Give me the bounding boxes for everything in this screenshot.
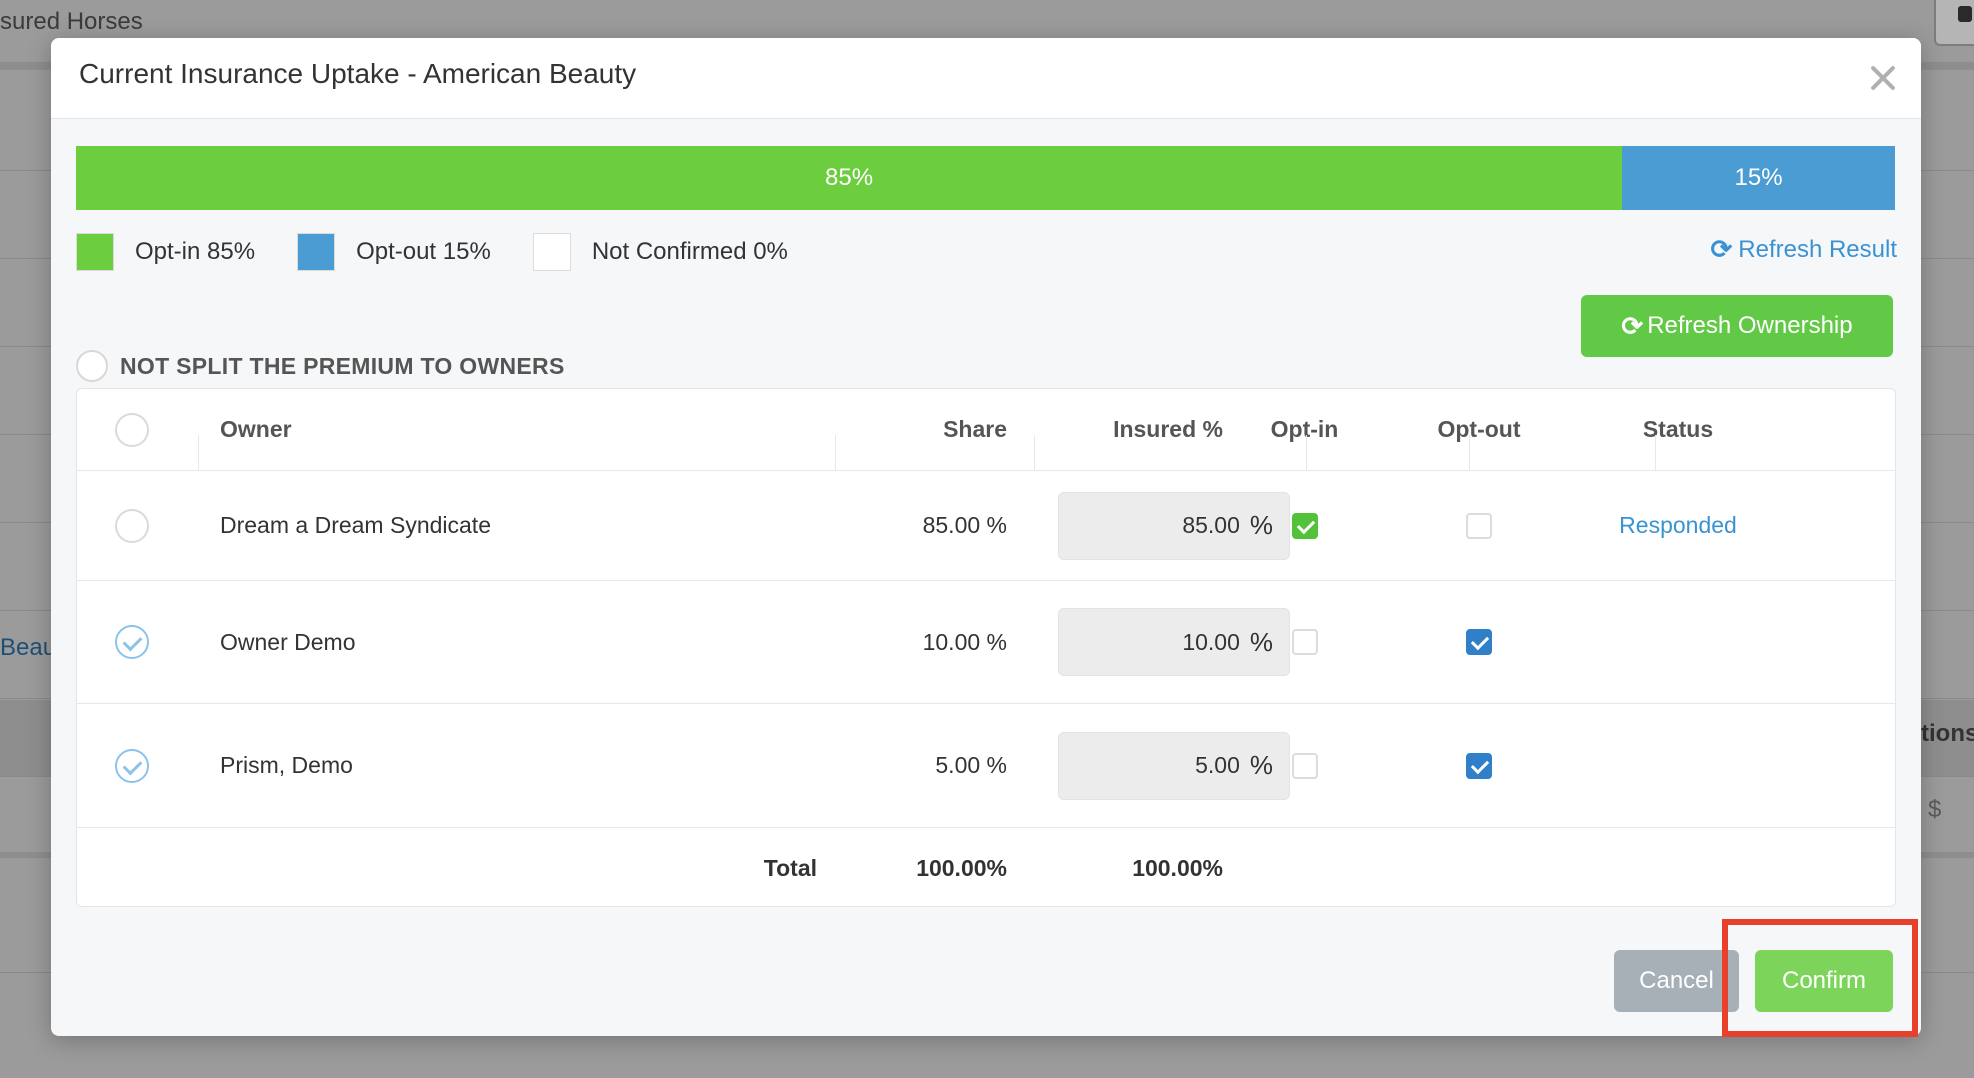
owner-share: 85.00 % — [922, 512, 1007, 538]
insured-cell: 10.00 % — [1058, 581, 1290, 703]
legend-optout-swatch — [297, 233, 336, 271]
legend-not-confirmed-swatch — [532, 233, 571, 271]
uptake-progress-bar: 85% 15% — [76, 146, 1895, 210]
close-icon[interactable] — [1865, 60, 1901, 96]
owner-name: Dream a Dream Syndicate — [220, 512, 491, 538]
row-select-checkbox[interactable] — [115, 625, 149, 659]
optin-cell — [1223, 581, 1386, 703]
status-cell — [1572, 581, 1784, 703]
insured-value: 10.00 — [1182, 628, 1240, 655]
header-optin: Opt-in — [1270, 416, 1339, 442]
owner-share: 5.00 % — [935, 752, 1007, 778]
table-row: Owner Demo 10.00 % 10.00 % — [77, 581, 1895, 704]
column-divider — [1469, 435, 1470, 471]
not-split-premium-option[interactable]: NOT SPLIT THE PREMIUM TO OWNERS — [76, 350, 565, 382]
modal-title: Current Insurance Uptake - American Beau… — [79, 58, 637, 89]
percent-suffix: % — [1249, 510, 1273, 540]
optout-progress-segment: 15% — [1622, 146, 1895, 210]
refresh-result-label: Refresh Result — [1738, 235, 1897, 263]
background-currency: $ — [1928, 796, 1942, 823]
optin-cell — [1223, 704, 1386, 827]
row-select-checkbox[interactable] — [115, 508, 149, 543]
header-insured: Insured % — [1113, 416, 1223, 442]
header-optout: Opt-out — [1437, 416, 1521, 442]
confirm-button[interactable]: Confirm — [1755, 950, 1893, 1012]
legend-optin-swatch — [76, 233, 114, 271]
insured-value: 85.00 — [1182, 512, 1240, 538]
optin-checkbox[interactable] — [1291, 752, 1318, 779]
row-select-cell — [115, 471, 149, 580]
row-select-cell — [115, 581, 149, 703]
insured-percent-input[interactable]: 85.00 % — [1058, 491, 1290, 560]
ownership-table: Owner Share Insured % Opt-in Opt-out Sta… — [76, 388, 1896, 907]
cancel-button[interactable]: Cancel — [1614, 950, 1739, 1012]
optin-checkbox[interactable] — [1291, 629, 1318, 655]
optout-checkbox[interactable] — [1466, 512, 1492, 539]
percent-suffix: % — [1249, 750, 1273, 780]
select-all-checkbox[interactable] — [115, 412, 149, 447]
table-header-row: Owner Share Insured % Opt-in Opt-out Sta… — [77, 389, 1895, 471]
column-divider — [1306, 435, 1307, 471]
table-total-row: Total 100.00% 100.00% — [77, 828, 1895, 908]
row-select-checkbox[interactable] — [115, 748, 149, 783]
background-corner-button — [1934, 0, 1974, 46]
header-status: Status — [1642, 416, 1714, 442]
legend-optout: Opt-out 15% — [297, 233, 491, 271]
insured-value: 5.00 — [1195, 752, 1240, 778]
not-split-premium-label: NOT SPLIT THE PREMIUM TO OWNERS — [120, 352, 565, 379]
optout-cell — [1386, 581, 1572, 703]
insured-percent-input[interactable]: 10.00 % — [1058, 608, 1290, 676]
table-row: Prism, Demo 5.00 % 5.00 % — [77, 704, 1895, 828]
legend-optin-label: Opt-in 85% — [135, 238, 256, 265]
optin-progress-segment: 85% — [76, 146, 1623, 210]
row-select-cell — [115, 704, 149, 827]
total-insured: 100.00% — [1132, 854, 1223, 881]
optin-checkbox[interactable] — [1291, 512, 1318, 539]
percent-suffix: % — [1249, 626, 1273, 657]
optout-cell — [1386, 704, 1572, 827]
owner-name: Prism, Demo — [220, 752, 353, 778]
optout-checkbox[interactable] — [1466, 629, 1492, 655]
header-share: Share — [943, 416, 1007, 442]
optin-cell — [1223, 471, 1386, 580]
background-heading: sured Horses — [0, 8, 143, 35]
status-cell: Responded — [1572, 471, 1784, 580]
uptake-legend: Opt-in 85% Opt-out 15% Not Confirmed 0% — [76, 232, 830, 272]
total-label: Total — [763, 854, 817, 881]
insured-percent-input[interactable]: 5.00 % — [1058, 731, 1290, 800]
refresh-result-link[interactable]: ⟳ Refresh Result — [1710, 234, 1897, 265]
status-cell — [1572, 704, 1784, 827]
column-divider — [835, 435, 836, 471]
insured-cell: 85.00 % — [1058, 471, 1290, 580]
optout-checkbox[interactable] — [1466, 752, 1492, 779]
select-all-cell — [115, 389, 149, 470]
refresh-icon: ⟳ — [1710, 234, 1733, 264]
owner-share: 10.00 % — [922, 628, 1007, 655]
refresh-ownership-label: Refresh Ownership — [1647, 312, 1853, 339]
refresh-icon: ⟳ — [1621, 310, 1644, 341]
insured-cell: 5.00 % — [1058, 704, 1290, 827]
column-divider — [1034, 435, 1035, 471]
background-column-header: tions — [1921, 720, 1974, 747]
column-divider — [1655, 435, 1656, 471]
shield-icon — [1958, 6, 1972, 22]
legend-optout-label: Opt-out 15% — [356, 238, 491, 265]
status-responded-link[interactable]: Responded — [1619, 512, 1737, 538]
table-row: Dream a Dream Syndicate 85.00 % 85.00 % … — [77, 471, 1895, 581]
modal-header: Current Insurance Uptake - American Beau… — [51, 38, 1921, 119]
total-share: 100.00% — [916, 854, 1007, 881]
insurance-uptake-modal: Current Insurance Uptake - American Beau… — [51, 38, 1921, 1036]
legend-not-confirmed-label: Not Confirmed 0% — [591, 238, 788, 265]
legend-optin: Opt-in 85% — [76, 233, 255, 271]
legend-not-confirmed: Not Confirmed 0% — [532, 233, 788, 271]
column-divider — [198, 435, 199, 471]
refresh-ownership-button[interactable]: ⟳ Refresh Ownership — [1581, 295, 1893, 357]
owner-name: Owner Demo — [220, 628, 356, 655]
not-split-premium-radio[interactable] — [76, 350, 108, 382]
header-owner: Owner — [220, 416, 292, 442]
optout-cell — [1386, 471, 1572, 580]
